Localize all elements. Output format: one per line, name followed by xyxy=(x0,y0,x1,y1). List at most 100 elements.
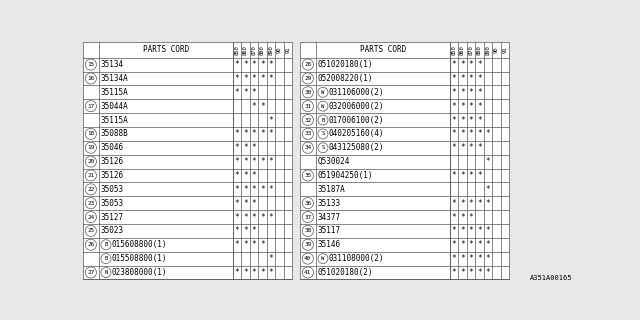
Text: *: * xyxy=(243,227,248,236)
Text: 850: 850 xyxy=(234,45,239,55)
Text: *: * xyxy=(468,129,474,138)
Text: *: * xyxy=(477,129,482,138)
Text: *: * xyxy=(243,171,248,180)
Text: *: * xyxy=(260,129,265,138)
Text: 27: 27 xyxy=(87,270,95,275)
Text: *: * xyxy=(243,157,248,166)
Text: *: * xyxy=(235,143,239,152)
Text: 33: 33 xyxy=(304,132,312,136)
Text: 19: 19 xyxy=(87,145,95,150)
Text: *: * xyxy=(452,227,456,236)
Text: 35117: 35117 xyxy=(318,227,341,236)
Text: *: * xyxy=(460,240,465,249)
Text: *: * xyxy=(252,129,256,138)
Text: *: * xyxy=(452,116,456,124)
Text: 860: 860 xyxy=(460,45,465,55)
Text: 051904250(1): 051904250(1) xyxy=(318,171,373,180)
Text: *: * xyxy=(235,88,239,97)
Text: 21: 21 xyxy=(87,173,95,178)
Text: *: * xyxy=(243,240,248,249)
Text: 870: 870 xyxy=(468,45,474,55)
Text: *: * xyxy=(235,157,239,166)
Text: *: * xyxy=(235,212,239,221)
Text: *: * xyxy=(460,171,465,180)
Text: 32: 32 xyxy=(304,117,312,123)
Text: *: * xyxy=(460,199,465,208)
Text: 890: 890 xyxy=(486,45,490,55)
Text: *: * xyxy=(460,227,465,236)
Text: *: * xyxy=(468,199,474,208)
Text: 18: 18 xyxy=(87,132,95,136)
Text: *: * xyxy=(477,227,482,236)
Text: *: * xyxy=(460,254,465,263)
Text: 35053: 35053 xyxy=(101,185,124,194)
Text: B: B xyxy=(104,242,108,247)
Text: A351A00165: A351A00165 xyxy=(530,275,572,281)
Text: *: * xyxy=(260,268,265,277)
Text: *: * xyxy=(477,240,482,249)
Text: 890: 890 xyxy=(269,45,273,55)
Text: *: * xyxy=(235,199,239,208)
Text: *: * xyxy=(260,185,265,194)
Text: *: * xyxy=(486,254,490,263)
Text: *: * xyxy=(235,129,239,138)
Text: 870: 870 xyxy=(252,45,257,55)
Text: 052008220(1): 052008220(1) xyxy=(318,74,373,83)
Text: *: * xyxy=(235,185,239,194)
Text: *: * xyxy=(235,227,239,236)
Text: *: * xyxy=(252,60,256,69)
Text: *: * xyxy=(460,143,465,152)
Text: *: * xyxy=(243,129,248,138)
Text: *: * xyxy=(260,240,265,249)
Text: 35127: 35127 xyxy=(101,212,124,221)
Bar xyxy=(300,42,509,279)
Text: *: * xyxy=(468,143,474,152)
Text: N: N xyxy=(104,270,108,275)
Text: *: * xyxy=(243,74,248,83)
Text: 34377: 34377 xyxy=(318,212,341,221)
Text: 25: 25 xyxy=(87,228,95,233)
Text: 850: 850 xyxy=(451,45,456,55)
Text: *: * xyxy=(235,60,239,69)
Text: *: * xyxy=(269,268,273,277)
Text: *: * xyxy=(452,74,456,83)
Text: *: * xyxy=(452,88,456,97)
Text: *: * xyxy=(243,212,248,221)
Text: 90: 90 xyxy=(494,47,499,53)
Text: *: * xyxy=(460,129,465,138)
Text: *: * xyxy=(477,171,482,180)
Text: *: * xyxy=(243,88,248,97)
Text: *: * xyxy=(477,268,482,277)
Text: 24: 24 xyxy=(87,214,95,220)
Text: *: * xyxy=(477,143,482,152)
Text: 40: 40 xyxy=(304,256,312,261)
Text: *: * xyxy=(452,171,456,180)
Text: B: B xyxy=(321,117,324,123)
Bar xyxy=(83,42,292,279)
Text: S: S xyxy=(321,145,324,150)
Text: W: W xyxy=(321,256,324,261)
Text: 41: 41 xyxy=(304,270,312,275)
Text: *: * xyxy=(269,185,273,194)
Text: *: * xyxy=(252,171,256,180)
Text: 35088B: 35088B xyxy=(101,129,129,138)
Text: W: W xyxy=(321,90,324,95)
Text: *: * xyxy=(486,268,490,277)
Text: *: * xyxy=(452,60,456,69)
Text: *: * xyxy=(460,74,465,83)
Text: W: W xyxy=(321,104,324,109)
Text: 36: 36 xyxy=(304,201,312,206)
Text: 031108000(2): 031108000(2) xyxy=(329,254,384,263)
Text: 91: 91 xyxy=(285,47,291,53)
Text: 35115A: 35115A xyxy=(101,88,129,97)
Text: 37: 37 xyxy=(304,214,312,220)
Text: *: * xyxy=(452,102,456,111)
Text: *: * xyxy=(235,171,239,180)
Text: 031106000(2): 031106000(2) xyxy=(329,88,384,97)
Text: *: * xyxy=(468,88,474,97)
Text: *: * xyxy=(260,102,265,111)
Text: 31: 31 xyxy=(304,104,312,109)
Text: 90: 90 xyxy=(277,47,282,53)
Text: *: * xyxy=(486,157,490,166)
Text: *: * xyxy=(269,74,273,83)
